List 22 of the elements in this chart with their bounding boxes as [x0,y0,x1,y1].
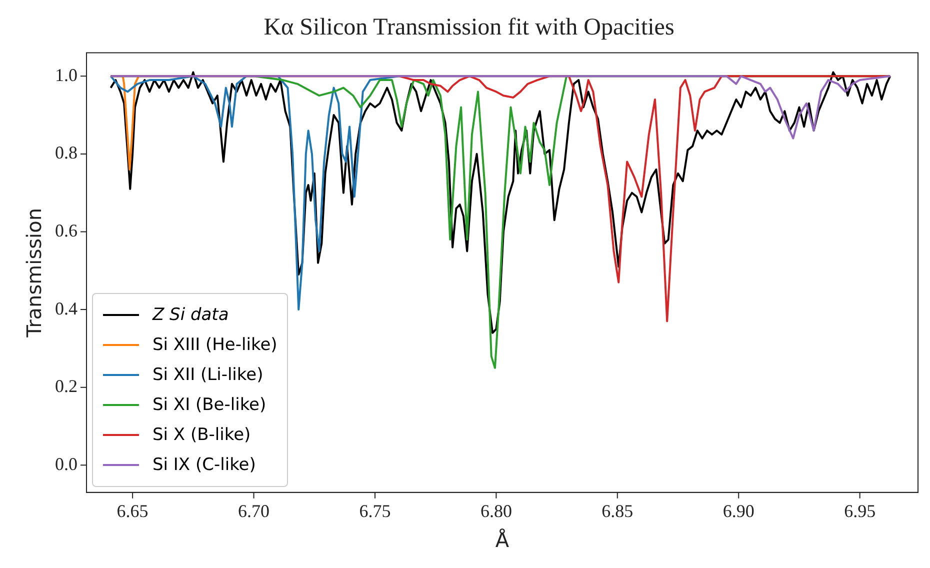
y-axis-title: Transmission [22,208,46,338]
legend-label: Si IX (C-like) [152,454,256,478]
y-tick-label: 0.2 [55,376,78,396]
y-tick-label: 0.0 [55,454,78,474]
x-tick-label: 6.75 [359,500,391,521]
legend-label: Si X (B-like) [152,424,251,448]
legend-label: Si XIII (He-like) [152,334,278,358]
x-tick-label: 6.90 [722,500,754,521]
legend-label: Si XII (Li-like) [152,364,264,388]
x-tick-label: 6.85 [602,500,634,521]
x-tick-label: 6.80 [480,500,512,521]
legend-label: Z Si data [152,304,229,328]
y-tick-label: 0.8 [55,142,78,163]
x-tick-label: 6.65 [116,500,148,521]
x-axis-title: Å [495,528,510,552]
legend-label: Si XI (Be-like) [152,394,266,418]
x-tick-label: 6.95 [844,500,876,521]
chart-title: Kα Silicon Transmission fit with Opacities [264,14,674,41]
y-tick-label: 1.0 [55,64,78,85]
y-tick-label: 0.6 [55,220,78,240]
x-tick-label: 6.70 [238,500,270,521]
y-tick-label: 0.4 [55,298,78,318]
